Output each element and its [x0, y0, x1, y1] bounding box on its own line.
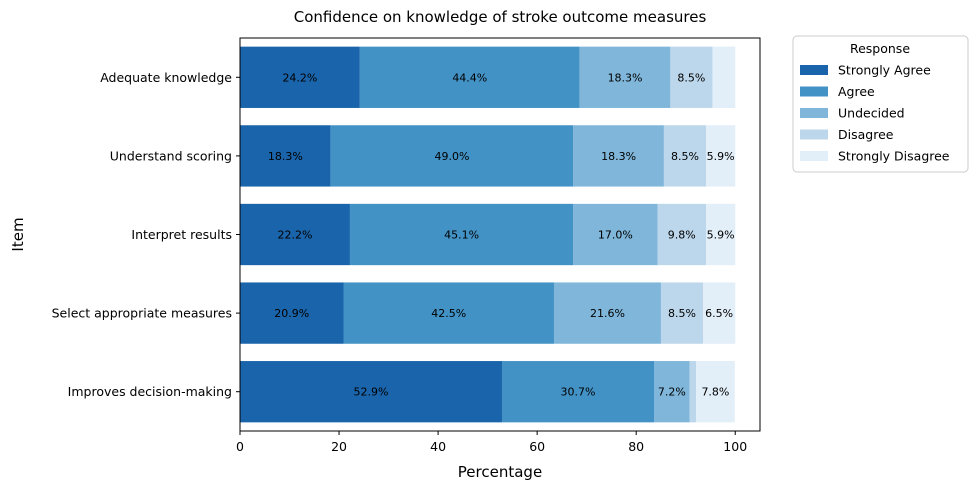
bar-select-appropriate-measures-strongly-disagree	[703, 282, 736, 344]
bars-layer	[240, 46, 736, 423]
data-label: 45.1%	[444, 229, 479, 242]
legend-swatch-undecided	[800, 108, 828, 118]
chart-title: Confidence on knowledge of stroke outcom…	[294, 8, 707, 26]
legend-items: Strongly Agree Agree Undecided Disagree Stro…	[800, 63, 950, 164]
x-axis: 0 20 40 60 80 100	[236, 431, 747, 454]
data-label: 18.3%	[268, 150, 303, 163]
data-label: 44.4%	[452, 71, 487, 84]
x-tick-label: 80	[628, 439, 644, 454]
data-label: 24.2%	[282, 71, 317, 84]
legend-label-strongly-disagree: Strongly Disagree	[838, 149, 950, 164]
data-label: 7.2%	[658, 386, 686, 399]
bar-understand-scoring-agree	[330, 125, 574, 187]
bar-interpret-results-agree	[349, 203, 574, 266]
data-label: 5.9%	[707, 229, 735, 242]
data-label: 30.7%	[561, 386, 596, 399]
data-label: 6.5%	[705, 307, 733, 320]
legend-swatch-strongly-agree	[800, 65, 828, 75]
y-axis: Adequate knowledge Understand scoring Inte…	[52, 70, 240, 399]
bar-adequate-knowledge-strongly-disagree	[712, 46, 736, 108]
y-tick-label: Improves decision-making	[68, 384, 232, 399]
data-label: 22.2%	[277, 229, 312, 242]
data-label: 18.3%	[608, 71, 643, 84]
data-label: 18.3%	[601, 150, 636, 163]
x-tick-label: 100	[723, 439, 747, 454]
data-label: 21.6%	[590, 307, 625, 320]
legend-swatch-disagree	[800, 129, 828, 140]
data-label: 5.9%	[707, 150, 735, 163]
y-axis-label: Item	[9, 217, 27, 251]
x-tick-label: 20	[331, 439, 347, 454]
legend-swatch-agree	[800, 86, 828, 97]
bar-understand-scoring-disagree	[663, 125, 707, 187]
legend-title: Response	[850, 41, 910, 56]
data-label: 42.5%	[431, 307, 466, 320]
legend-label-agree: Agree	[838, 84, 875, 99]
legend: Response Strongly Agree Agree Undecided Dis…	[792, 35, 969, 173]
y-tick-label: Understand scoring	[110, 148, 232, 163]
x-tick-label: 40	[430, 439, 446, 454]
bar-understand-scoring-strongly-agree	[240, 125, 331, 187]
legend-label-strongly-agree: Strongly Agree	[838, 63, 931, 78]
bar-adequate-knowledge-disagree	[670, 46, 713, 108]
bar-understand-scoring-strongly-disagree	[706, 125, 736, 187]
bar-interpret-results-strongly-agree	[240, 203, 350, 266]
bar-improves-decision-making-disagree	[689, 361, 697, 423]
data-label: 49.0%	[434, 150, 469, 163]
legend-swatch-strongly-disagree	[800, 151, 828, 161]
bar-improves-decision-making-agree	[501, 361, 655, 423]
bar-interpret-results-undecided	[573, 203, 658, 266]
bar-improves-decision-making-strongly-disagree	[696, 361, 735, 423]
bar-adequate-knowledge-strongly-agree	[240, 46, 360, 108]
bar-understand-scoring-undecided	[573, 125, 664, 187]
x-tick-label: 60	[529, 439, 545, 454]
bar-adequate-knowledge-undecided	[579, 46, 671, 108]
bar-improves-decision-making-strongly-agree	[240, 361, 502, 423]
legend-frame	[792, 35, 969, 173]
x-tick-label: 0	[236, 439, 244, 454]
y-tick-label: Adequate knowledge	[100, 70, 232, 85]
bar-select-appropriate-measures-agree	[343, 282, 554, 344]
x-axis-label: Percentage	[458, 463, 542, 481]
data-label: 8.5%	[671, 150, 699, 163]
data-label: 20.9%	[274, 307, 309, 320]
bar-select-appropriate-measures-disagree	[660, 282, 704, 344]
data-label: 9.8%	[668, 229, 696, 242]
y-tick-label: Select appropriate measures	[52, 306, 232, 321]
bar-interpret-results-strongly-disagree	[706, 203, 736, 266]
bar-interpret-results-disagree	[657, 203, 707, 266]
data-label: 8.5%	[677, 71, 705, 84]
bar-improves-decision-making-undecided	[654, 361, 690, 423]
data-labels-layer: 24.2% 44.4% 18.3% 8.5% 18.3% 49.0% 18.3% 8.5% 5.…	[268, 71, 735, 398]
bar-adequate-knowledge-agree	[359, 46, 580, 108]
legend-label-undecided: Undecided	[838, 106, 905, 121]
data-label: 17.0%	[598, 229, 633, 242]
legend-label-disagree: Disagree	[838, 127, 894, 142]
bar-select-appropriate-measures-undecided	[553, 282, 661, 344]
y-tick-label: Interpret results	[131, 227, 232, 242]
data-label: 8.5%	[668, 307, 696, 320]
bar-select-appropriate-measures-strongly-agree	[240, 282, 344, 344]
data-label: 7.8%	[701, 386, 729, 399]
data-label: 52.9%	[354, 386, 389, 399]
